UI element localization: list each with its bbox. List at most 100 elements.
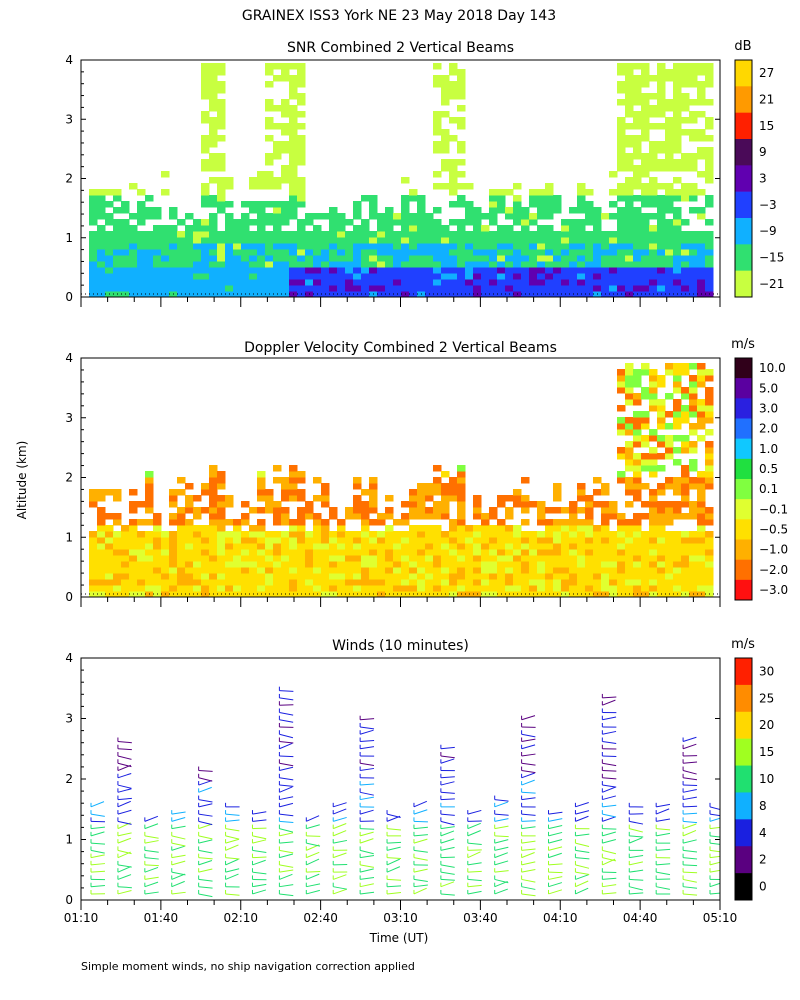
data-cell: [241, 513, 250, 520]
data-cell: [673, 537, 682, 544]
data-cell: [633, 255, 642, 262]
data-cell: [329, 549, 338, 556]
data-cell: [577, 231, 586, 238]
data-cell: [217, 189, 226, 196]
data-cell: [305, 255, 314, 262]
wind-barb: [494, 839, 509, 844]
data-cell: [297, 471, 306, 478]
data-cell: [617, 123, 626, 130]
data-cell: [97, 261, 106, 268]
colorbar-label: 25: [759, 691, 774, 705]
data-cell: [433, 129, 442, 136]
wind-barb: [521, 869, 536, 873]
data-cell: [505, 507, 514, 514]
data-cell: [513, 213, 522, 220]
data-cell: [673, 261, 682, 268]
data-cell: [377, 243, 386, 250]
data-cell: [129, 279, 138, 286]
data-cell: [129, 225, 138, 232]
data-cell: [337, 525, 346, 532]
data-cell: [617, 537, 626, 544]
data-cell: [689, 537, 698, 544]
data-cell: [161, 543, 170, 550]
data-cell: [641, 249, 650, 256]
data-cell: [209, 117, 218, 124]
data-cell: [545, 285, 554, 292]
data-cell: [697, 423, 706, 430]
data-cell: [689, 243, 698, 250]
data-cell: [593, 489, 602, 496]
data-cell: [121, 567, 130, 574]
data-cell: [489, 531, 498, 538]
data-cell: [313, 477, 322, 484]
data-cell: [465, 201, 474, 208]
data-cell: [697, 135, 706, 142]
colorbar-label: 8: [759, 799, 767, 813]
data-cell: [585, 525, 594, 532]
wind-barb: [171, 811, 186, 815]
data-cell: [129, 579, 138, 586]
data-cell: [705, 447, 714, 454]
data-cell: [233, 249, 242, 256]
data-cell: [241, 249, 250, 256]
data-cell: [537, 237, 546, 244]
data-cell: [577, 483, 586, 490]
data-cell: [433, 507, 442, 514]
data-cell: [433, 147, 442, 154]
data-cell: [209, 201, 218, 208]
data-cell: [201, 111, 210, 118]
data-cell: [529, 579, 538, 586]
data-cell: [297, 177, 306, 184]
data-cell: [505, 231, 514, 238]
data-cell: [649, 213, 658, 220]
data-cell: [545, 585, 554, 592]
colorbar-segment: [735, 765, 752, 793]
data-cell: [673, 195, 682, 202]
data-cell: [473, 561, 482, 568]
data-cell: [161, 279, 170, 286]
data-cell: [529, 543, 538, 550]
wind-barb: [171, 891, 186, 895]
data-cell: [89, 555, 98, 562]
data-cell: [417, 249, 426, 256]
data-cell: [681, 237, 690, 244]
data-cell: [689, 189, 698, 196]
data-cell: [345, 537, 354, 544]
data-cell: [449, 483, 458, 490]
data-cell: [633, 141, 642, 148]
data-cell: [321, 501, 330, 508]
wind-barb: [225, 868, 240, 873]
data-cell: [193, 495, 202, 502]
data-cell: [705, 99, 714, 106]
wind-barb: [144, 876, 159, 880]
data-cell: [113, 585, 122, 592]
data-cell: [665, 189, 674, 196]
data-cell: [161, 249, 170, 256]
data-cell: [385, 267, 394, 274]
data-cell: [681, 435, 690, 442]
data-cell: [321, 495, 330, 502]
data-cell: [633, 111, 642, 118]
data-cell: [209, 141, 218, 148]
data-cell: [481, 525, 490, 532]
data-cell: [617, 261, 626, 268]
data-cell: [529, 561, 538, 568]
data-cell: [625, 543, 634, 550]
data-cell: [497, 195, 506, 202]
data-cell: [641, 441, 650, 448]
data-cell: [289, 477, 298, 484]
colorbar-label: 0.1: [759, 482, 778, 496]
data-cell: [97, 537, 106, 544]
wind-barb: [575, 887, 589, 895]
data-cell: [625, 159, 634, 166]
data-cell: [129, 555, 138, 562]
data-cell: [177, 243, 186, 250]
data-cell: [409, 549, 418, 556]
data-cell: [369, 195, 378, 202]
colorbar-label: 21: [759, 93, 774, 107]
data-cell: [617, 417, 626, 424]
data-cell: [209, 513, 218, 520]
wind-barb: [333, 886, 348, 890]
data-cell: [441, 561, 450, 568]
wind-barb: [467, 842, 482, 846]
